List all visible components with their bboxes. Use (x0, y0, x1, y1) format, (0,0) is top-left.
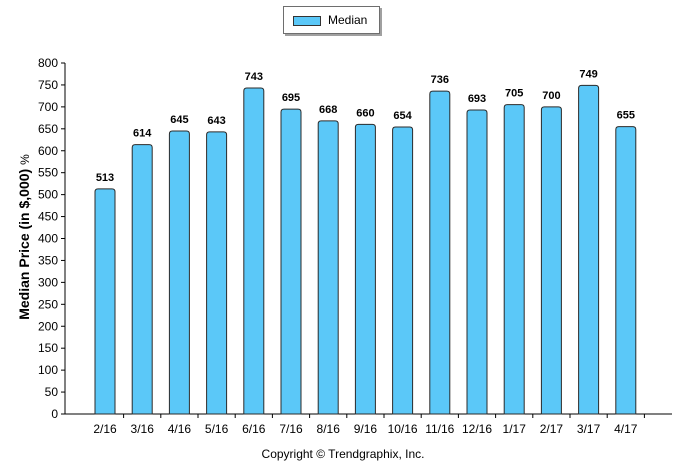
y-axis-unit: % (18, 154, 32, 165)
y-tick-label: 100 (38, 363, 58, 377)
bar (280, 108, 302, 415)
x-tick-label: 4/16 (168, 422, 192, 436)
y-tick-label: 550 (38, 166, 58, 180)
y-tick-label: 0 (51, 407, 58, 421)
copyright-footer: Copyright © Trendgraphix, Inc. (261, 447, 425, 461)
data-label: 645 (170, 114, 188, 126)
x-tick-label: 3/17 (577, 422, 601, 436)
legend: Median (283, 6, 380, 34)
bar (466, 109, 488, 415)
y-tick-label: 700 (38, 100, 58, 114)
y-tick-label: 800 (38, 56, 58, 70)
data-label: 654 (393, 110, 412, 122)
bar (429, 90, 451, 415)
data-label: 660 (356, 107, 374, 119)
y-tick-label: 500 (38, 188, 58, 202)
data-label: 743 (245, 71, 263, 83)
x-tick-label: 11/16 (425, 422, 454, 436)
data-label: 614 (133, 128, 152, 140)
x-tick-label: 6/16 (242, 422, 266, 436)
bar (615, 126, 637, 415)
x-tick-label: 1/17 (503, 422, 527, 436)
x-tick-label: 7/16 (279, 422, 303, 436)
bar (540, 106, 562, 415)
y-tick-label: 650 (38, 122, 58, 136)
y-tick-label: 200 (38, 319, 58, 333)
data-label: 655 (617, 110, 635, 122)
x-tick-label: 9/16 (354, 422, 378, 436)
x-tick-label: 3/16 (131, 422, 155, 436)
x-tick-label: 5/16 (205, 422, 229, 436)
y-tick-label: 600 (38, 144, 58, 158)
bar (206, 131, 228, 415)
bar (503, 104, 525, 415)
y-axis-title-text: Median Price (in $,000) (16, 168, 32, 320)
y-tick-label: 350 (38, 253, 58, 267)
y-tick-label: 400 (38, 232, 58, 246)
data-label: 513 (96, 172, 114, 184)
bar (168, 130, 190, 415)
data-label: 749 (579, 68, 597, 80)
data-label: 668 (319, 104, 337, 116)
y-tick-label: 750 (38, 78, 58, 92)
legend-swatch (293, 16, 321, 26)
x-tick-label: 12/16 (462, 422, 492, 436)
y-axis-title: Median Price (in $,000) % (16, 117, 32, 357)
data-label: 643 (207, 115, 225, 127)
bar (354, 123, 376, 415)
data-label: 736 (431, 74, 449, 86)
y-tick-label: 450 (38, 210, 58, 224)
data-label: 705 (505, 88, 523, 100)
y-tick-label: 50 (45, 385, 59, 399)
data-label: 693 (468, 93, 486, 105)
x-tick-label: 4/17 (614, 422, 638, 436)
bar (131, 144, 153, 415)
bar (392, 126, 414, 415)
bars (94, 84, 637, 415)
bar (243, 87, 265, 415)
x-tick-label: 8/16 (317, 422, 341, 436)
bar (94, 188, 116, 415)
data-labels: 513 614 645 643 743 695 668 660 654 736 693 705 700 7… (96, 68, 635, 184)
y-tick-label: 250 (38, 297, 58, 311)
bar (578, 84, 600, 415)
x-tick-label: 2/17 (540, 422, 564, 436)
bar (317, 120, 339, 415)
y-tick-label: 300 (38, 275, 58, 289)
y-tick-label: 150 (38, 341, 58, 355)
data-label: 700 (542, 90, 560, 102)
legend-label: Median (328, 13, 368, 27)
x-tick-label: 10/16 (388, 422, 418, 436)
data-label: 695 (282, 92, 300, 104)
y-axis: 0 50 100 150 200 250 300 350 400 450 500 550 600 650 7… (38, 56, 66, 421)
x-tick-label: 2/16 (93, 422, 117, 436)
x-axis: 2/16 3/16 4/16 5/16 6/16 7/16 8/16 9/16 10/16 11/… (65, 413, 672, 436)
